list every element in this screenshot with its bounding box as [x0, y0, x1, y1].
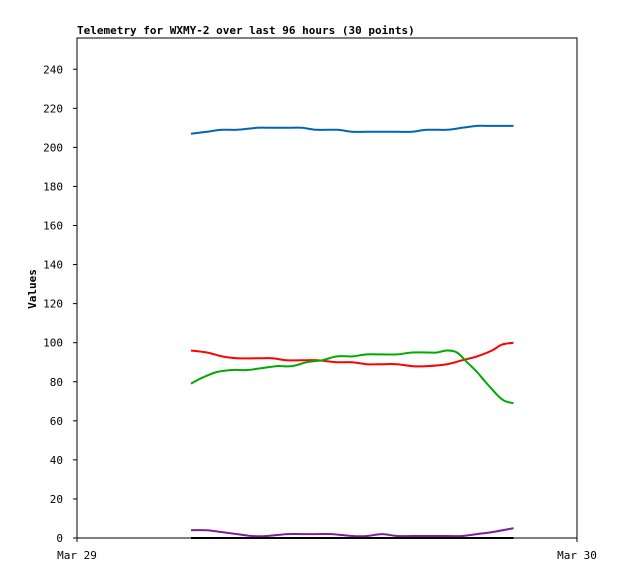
series-line-2 [190, 341, 514, 368]
y-tick-label: 20 [50, 493, 63, 506]
y-tick-label: 100 [43, 337, 63, 350]
y-axis-label: Values [26, 269, 39, 309]
y-tick-label: 140 [43, 259, 63, 272]
y-tick-label: 160 [43, 220, 63, 233]
chart-title: Telemetry for WXMY-2 over last 96 hours … [77, 24, 415, 37]
series-line-1 [190, 124, 514, 135]
y-tick-label: 0 [56, 532, 63, 545]
series-line-4 [190, 527, 514, 538]
y-tick-label: 80 [50, 376, 63, 389]
y-tick-label: 60 [50, 415, 63, 428]
y-tick-label: 220 [43, 102, 63, 115]
y-tick-label: 180 [43, 180, 63, 193]
plot-frame [76, 37, 578, 539]
x-tick-label: Mar 30 [557, 549, 597, 562]
series-line-3 [190, 349, 514, 405]
y-tick-label: 40 [50, 454, 63, 467]
y-tick-label: 120 [43, 298, 63, 311]
series-group [190, 124, 514, 539]
x-axis: Mar 29 Mar 30 [57, 538, 597, 562]
y-axis: 0 20 40 60 80 100 120 140 160 180 200 220 240 [43, 63, 77, 545]
y-tick-label: 240 [43, 63, 63, 76]
x-tick-label: Mar 29 [57, 549, 97, 562]
y-tick-label: 200 [43, 141, 63, 154]
